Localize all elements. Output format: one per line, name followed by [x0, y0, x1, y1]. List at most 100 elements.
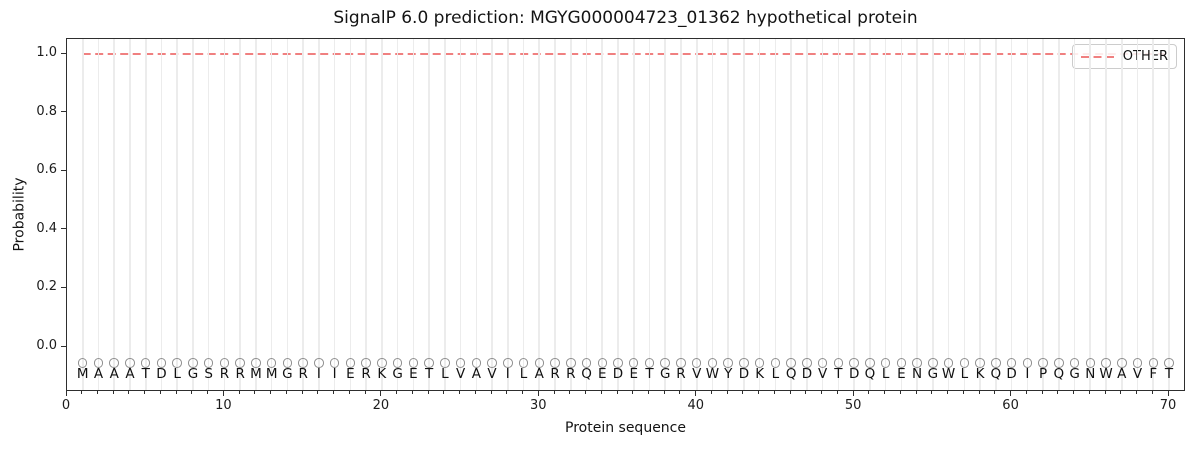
sequence-letter: G [282, 366, 293, 382]
sequence-letter: T [424, 366, 434, 382]
sequence-letter: Q [864, 366, 876, 382]
residue-marker [1054, 358, 1064, 368]
x-axis-minor-tick [427, 391, 429, 394]
x-axis-minor-tick [821, 391, 823, 394]
gridline [396, 39, 399, 390]
x-axis-minor-tick [569, 391, 571, 394]
residue-marker [959, 358, 970, 368]
gridline [869, 39, 871, 390]
residue-marker [251, 358, 261, 368]
gridline [743, 39, 745, 390]
x-axis-minor-tick [112, 391, 114, 394]
y-axis-tick [61, 111, 66, 113]
residue-marker [1022, 358, 1033, 368]
residue-marker [77, 358, 88, 368]
y-axis-tick-label: 0.4 [36, 220, 57, 236]
gridline [1136, 39, 1139, 390]
sequence-letter: I [505, 366, 510, 382]
x-axis-tick-label: 10 [215, 398, 232, 413]
residue-marker [471, 358, 482, 368]
gridline [1168, 39, 1170, 390]
gridline [806, 39, 808, 390]
gridline [617, 39, 619, 390]
residue-marker [880, 358, 891, 368]
sequence-letter: D [612, 366, 624, 382]
x-axis-minor-tick [899, 391, 901, 394]
gridline [1058, 39, 1060, 390]
sequence-letter: S [204, 366, 213, 382]
x-axis-tick-label: 50 [844, 398, 862, 413]
sequence-letter: L [173, 366, 181, 382]
residue-marker [770, 358, 781, 368]
residue-marker [1164, 358, 1174, 368]
sequence-letter: D [848, 366, 860, 382]
residue-marker [1085, 358, 1096, 368]
residue-marker [707, 358, 718, 368]
residue-marker [266, 358, 277, 368]
residue-marker [125, 358, 135, 368]
residue-marker [455, 358, 466, 368]
residue-marker [991, 358, 1001, 368]
x-axis-minor-tick [333, 391, 335, 394]
sequence-letter: T [1164, 366, 1174, 382]
sequence-letter: R [676, 366, 686, 382]
gridline [538, 39, 541, 390]
sequence-letter: E [409, 366, 418, 382]
sequence-letter: T [141, 366, 150, 382]
sequence-letter: M [76, 366, 89, 382]
residue-marker [1038, 358, 1048, 368]
x-axis-tick-label: 70 [1159, 398, 1177, 413]
gridline [81, 39, 84, 390]
x-axis-minor-tick [915, 391, 917, 394]
sequence-letter: F [1149, 366, 1158, 382]
x-axis-tick [537, 391, 539, 396]
sequence-letter: I [1025, 366, 1030, 382]
x-axis-tick [222, 391, 224, 396]
residue-marker [1006, 358, 1017, 368]
sequence-letter: Q [1053, 366, 1065, 382]
x-axis-minor-tick [270, 391, 272, 394]
residue-marker [172, 358, 182, 368]
sequence-letter: W [941, 366, 956, 382]
y-axis-tick [61, 345, 66, 347]
residue-marker [203, 358, 214, 368]
gridline [821, 39, 824, 390]
gridline [916, 39, 918, 390]
gridline [995, 39, 997, 390]
residue-marker [518, 358, 529, 368]
sequence-letter: P [1038, 366, 1048, 382]
x-axis-minor-tick [947, 391, 949, 394]
residue-marker [975, 358, 985, 368]
residue-marker [109, 358, 119, 368]
sequence-letter: G [392, 366, 403, 382]
residue-marker [754, 358, 765, 368]
sequence-letter: V [818, 366, 828, 382]
residue-marker [660, 358, 670, 368]
gridline [947, 39, 950, 390]
y-axis-tick-label: 0.8 [36, 103, 57, 119]
x-axis-minor-tick [1151, 391, 1153, 394]
y-axis-tick [61, 228, 66, 230]
residue-marker [314, 358, 324, 368]
gridline [1152, 39, 1155, 390]
x-axis-minor-tick [522, 391, 524, 394]
x-axis-minor-tick [805, 391, 807, 394]
gridline [932, 39, 934, 390]
x-axis-minor-tick [553, 391, 555, 394]
sequence-letter: R [566, 366, 576, 382]
gridline [192, 39, 194, 390]
x-axis-minor-tick [175, 391, 177, 394]
gridline [160, 39, 163, 390]
sequence-letter: A [109, 366, 119, 382]
x-axis-minor-tick [81, 391, 83, 394]
gridline [727, 39, 729, 390]
gridline [632, 39, 635, 390]
sequence-letter: G [1069, 366, 1080, 382]
x-axis-minor-tick [1025, 391, 1027, 394]
residue-marker [282, 358, 293, 368]
sequence-letter: T [834, 366, 843, 382]
legend-label-other: OTHER [1122, 49, 1168, 64]
x-axis-minor-tick [238, 391, 240, 394]
residue-marker [597, 358, 607, 368]
